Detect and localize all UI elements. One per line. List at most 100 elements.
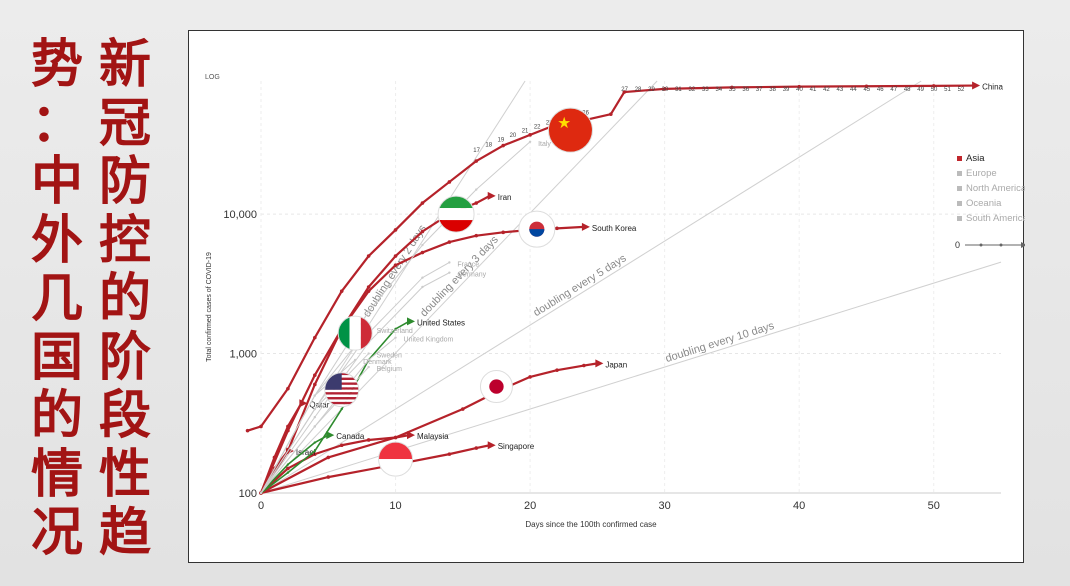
- china-day-label-21: 48: [904, 87, 911, 93]
- china-day-label-2: 29: [648, 87, 655, 93]
- title-left-char-3: 外: [30, 210, 83, 271]
- data-point-italy-2: [367, 310, 370, 313]
- data-point-south-korea-7: [447, 240, 452, 244]
- china-day-label-19: 46: [877, 87, 884, 93]
- data-point-belgium-2: [367, 365, 370, 369]
- flag-italy-icon: [337, 315, 373, 351]
- series-arrow-iran: [487, 191, 496, 200]
- series-arrow-canada: [326, 431, 335, 440]
- data-point-south-korea-11: [555, 226, 559, 231]
- title-left-char-7: 情: [30, 444, 83, 505]
- china-day-label-9: 36: [742, 87, 749, 93]
- series-line-singapore: [260, 444, 490, 495]
- data-point-japan-3: [461, 407, 465, 411]
- title-left-char-5: 国: [30, 327, 83, 388]
- data-point-china-3: [313, 335, 317, 340]
- time-slider-arrow: [1021, 242, 1025, 248]
- title-right-char-6: 段: [98, 386, 151, 446]
- data-point-sweden-1: [313, 407, 317, 411]
- data-point-france-3: [421, 276, 424, 279]
- legend-swatch-0: [957, 156, 962, 161]
- china-day-label-15: 42: [823, 87, 830, 93]
- china-top-day-label-2: 19: [497, 138, 504, 144]
- legend-swatch-4: [957, 216, 962, 221]
- data-point-china-0: [245, 428, 250, 433]
- data-point-china-1: [259, 424, 263, 429]
- legend-entry-4: South America: [966, 213, 1025, 224]
- chart-panel: 100 1,000 10,000 0 10 20 30 40 50 Days since the …: [188, 30, 1025, 563]
- china-day-label-13: 40: [796, 87, 803, 93]
- title-right-char-7: 性: [98, 444, 151, 505]
- data-point-china-16: [622, 90, 627, 94]
- y-tick-label-1: 1,000: [229, 349, 257, 361]
- series-label-denmark: Denmark: [363, 359, 392, 366]
- data-point-canada-1: [286, 463, 290, 466]
- series-label-france: France: [457, 261, 479, 268]
- x-tick-label-0: 0: [258, 500, 264, 512]
- time-slider-tick-1: [979, 243, 983, 247]
- china-day-label-24: 51: [944, 87, 951, 93]
- title-right-char-1: 冠: [98, 93, 151, 154]
- legend-entry-3: Oceania: [966, 198, 1002, 209]
- data-point-japan-1: [326, 455, 331, 460]
- data-point-iran-6: [420, 229, 425, 234]
- series-arrow-japan: [595, 359, 604, 368]
- china-day-label-25: 52: [958, 87, 965, 93]
- series-label-malaysia: Malaysia: [417, 432, 449, 441]
- series-label-sweden: Sweden: [377, 353, 402, 360]
- x-axis-title: Days since the 100th confirmed case: [525, 520, 657, 529]
- data-point-iran-2: [313, 382, 317, 387]
- title-right-char-5: 阶: [98, 327, 151, 388]
- flag-china-icon: ★: [547, 107, 593, 153]
- data-point-qatar-2: [286, 424, 290, 429]
- data-point-china-15: [609, 112, 613, 117]
- data-point-china-20: [864, 84, 869, 89]
- svg-text:★: ★: [557, 115, 571, 132]
- series-arrow-singapore: [487, 441, 496, 450]
- data-point-malaysia-5: [393, 435, 398, 440]
- data-point-japan-5: [528, 375, 532, 379]
- china-day-label-20: 47: [890, 87, 897, 93]
- time-slider-tick-2: [999, 243, 1003, 247]
- x-tick-label-1: 10: [389, 500, 401, 512]
- china-day-label-16: 43: [837, 87, 844, 93]
- china-day-label-14: 41: [810, 87, 817, 93]
- data-point-south-korea-9: [501, 230, 505, 235]
- series-label-switzerland: Switzerland: [377, 328, 413, 335]
- series-label-singapore: Singapore: [498, 442, 535, 451]
- data-point-china-8: [447, 180, 452, 184]
- data-point-china-21: [931, 84, 936, 88]
- title-left-char-6: 的: [30, 386, 83, 446]
- series-label-united-states: United States: [417, 318, 465, 327]
- china-day-label-6: 33: [702, 87, 709, 93]
- china-day-label-8: 35: [729, 87, 736, 93]
- series-arrow-united-states: [407, 317, 415, 326]
- data-point-south-korea-6: [420, 250, 425, 255]
- title-right-char-2: 防: [98, 152, 151, 212]
- series-label-italy: Italy: [538, 141, 551, 148]
- data-point-japan-6: [555, 368, 559, 372]
- data-point-united-states-5: [394, 327, 397, 331]
- data-point-united-kingdom-3: [394, 336, 397, 339]
- data-point-south-korea-4: [366, 289, 371, 293]
- data-point-china-7: [420, 201, 425, 205]
- x-tick-label-4: 40: [793, 500, 805, 512]
- series-arrow-south-korea: [581, 222, 590, 231]
- data-point-south-korea-5: [393, 263, 398, 267]
- series-label-japan: Japan: [605, 360, 627, 369]
- data-point-japan-7: [582, 363, 586, 368]
- slide-title-column-left: 势：中外几国的情况: [28, 36, 86, 563]
- data-point-qatar-1: [272, 455, 277, 460]
- flag-japan-icon: [479, 370, 513, 404]
- flag-singapore-icon: [378, 441, 414, 477]
- data-point-singapore-1: [326, 475, 331, 479]
- series-label-canada: Canada: [336, 432, 365, 441]
- ref-label-10days: doubling every 10 days: [664, 320, 776, 365]
- flag-south-korea-icon: [518, 210, 556, 248]
- china-day-label-10: 37: [756, 87, 763, 93]
- flag-united-states-icon: [324, 372, 360, 408]
- title-left-char-2: 中: [30, 152, 83, 212]
- data-point-china-19: [797, 84, 801, 89]
- data-point-china-4: [339, 289, 344, 293]
- china-day-label-1: 28: [635, 87, 642, 93]
